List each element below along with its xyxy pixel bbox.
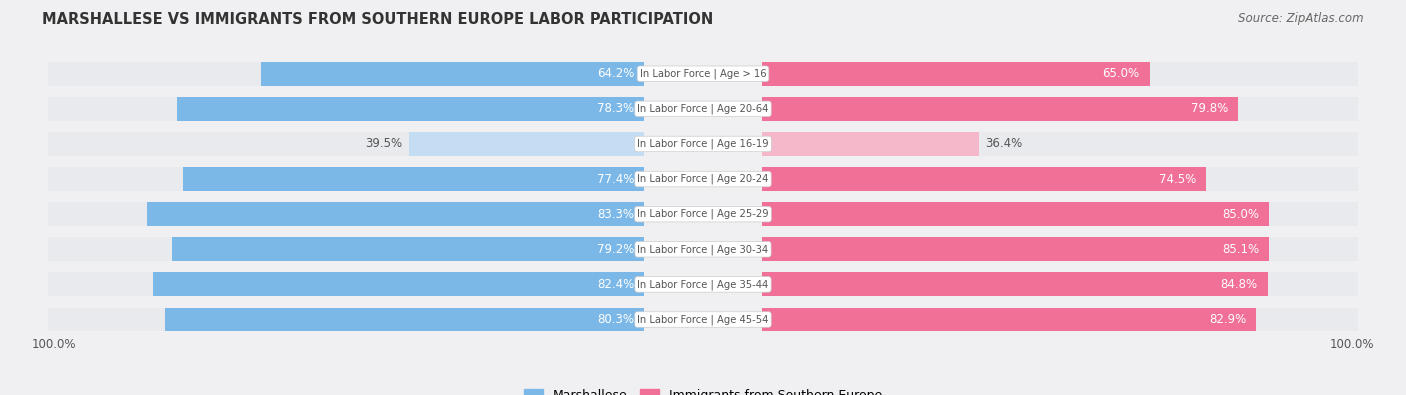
Bar (762, 273, 1268, 296)
Text: In Labor Force | Age 20-24: In Labor Force | Age 20-24 (637, 174, 769, 184)
Bar (762, 97, 1237, 121)
Bar (166, 308, 644, 331)
Text: 83.3%: 83.3% (598, 208, 634, 221)
Bar (409, 132, 644, 156)
Text: 80.3%: 80.3% (598, 313, 634, 326)
Bar (762, 62, 1358, 86)
Text: 84.8%: 84.8% (1220, 278, 1258, 291)
Bar (48, 308, 644, 331)
Text: In Labor Force | Age > 16: In Labor Force | Age > 16 (640, 68, 766, 79)
Bar (762, 62, 1150, 86)
Bar (172, 237, 644, 261)
Text: In Labor Force | Age 20-64: In Labor Force | Age 20-64 (637, 103, 769, 114)
Bar (762, 273, 1358, 296)
Text: 85.1%: 85.1% (1222, 243, 1260, 256)
Bar (262, 62, 644, 86)
Text: 78.3%: 78.3% (598, 102, 634, 115)
Text: 64.2%: 64.2% (596, 67, 634, 80)
Bar (48, 62, 644, 86)
Text: Source: ZipAtlas.com: Source: ZipAtlas.com (1239, 12, 1364, 25)
Text: MARSHALLESE VS IMMIGRANTS FROM SOUTHERN EUROPE LABOR PARTICIPATION: MARSHALLESE VS IMMIGRANTS FROM SOUTHERN … (42, 12, 713, 27)
Bar (762, 132, 1358, 156)
Bar (762, 132, 979, 156)
Bar (762, 97, 1358, 121)
Bar (762, 237, 1358, 261)
Bar (183, 167, 644, 191)
Text: 39.5%: 39.5% (364, 137, 402, 150)
Text: 82.9%: 82.9% (1209, 313, 1247, 326)
Text: 77.4%: 77.4% (596, 173, 634, 186)
Bar (762, 202, 1268, 226)
Text: 74.5%: 74.5% (1159, 173, 1197, 186)
Text: 82.4%: 82.4% (598, 278, 634, 291)
Text: In Labor Force | Age 16-19: In Labor Force | Age 16-19 (637, 139, 769, 149)
Bar (762, 167, 1206, 191)
Text: 100.0%: 100.0% (31, 338, 76, 351)
Text: 36.4%: 36.4% (986, 137, 1022, 150)
Bar (48, 273, 644, 296)
Text: 79.2%: 79.2% (596, 243, 634, 256)
Bar (762, 308, 1257, 331)
Bar (762, 237, 1270, 261)
Text: In Labor Force | Age 25-29: In Labor Force | Age 25-29 (637, 209, 769, 220)
Legend: Marshallese, Immigrants from Southern Europe: Marshallese, Immigrants from Southern Eu… (519, 384, 887, 395)
Bar (148, 202, 644, 226)
Text: In Labor Force | Age 30-34: In Labor Force | Age 30-34 (637, 244, 769, 254)
Bar (48, 167, 644, 191)
Bar (153, 273, 644, 296)
Bar (762, 202, 1358, 226)
Bar (48, 202, 644, 226)
Bar (48, 237, 644, 261)
Text: 79.8%: 79.8% (1191, 102, 1227, 115)
Text: 85.0%: 85.0% (1222, 208, 1258, 221)
Text: 100.0%: 100.0% (1330, 338, 1375, 351)
Text: In Labor Force | Age 45-54: In Labor Force | Age 45-54 (637, 314, 769, 325)
Bar (48, 132, 644, 156)
Bar (762, 308, 1358, 331)
Bar (177, 97, 644, 121)
Text: In Labor Force | Age 35-44: In Labor Force | Age 35-44 (637, 279, 769, 290)
Bar (762, 167, 1358, 191)
Bar (48, 97, 644, 121)
Text: 65.0%: 65.0% (1102, 67, 1140, 80)
